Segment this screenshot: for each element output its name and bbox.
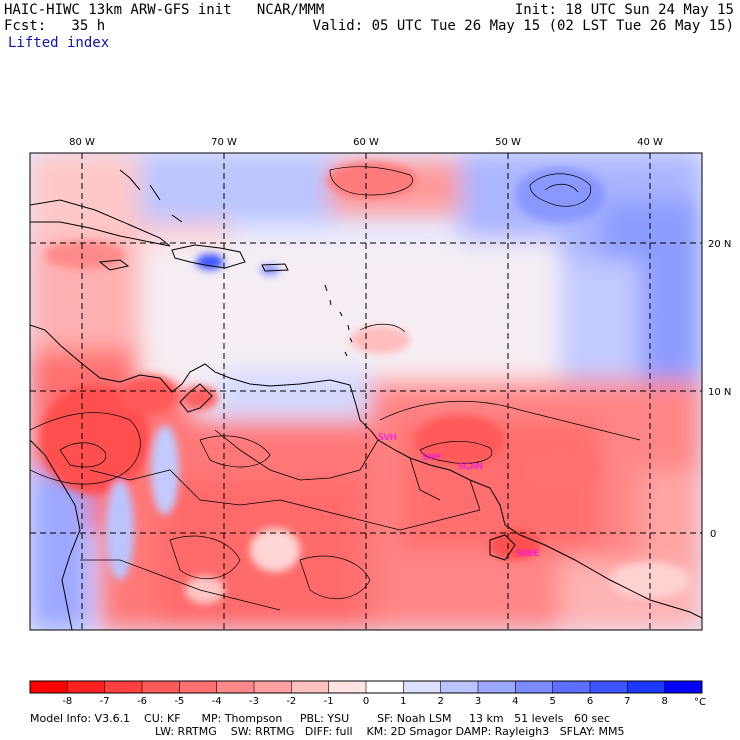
colorbar-swatch [515, 681, 554, 693]
lat-label: 0 [710, 529, 716, 540]
station-label: SMP [422, 453, 441, 463]
colorbar-tick-label: -6 [137, 696, 147, 707]
colorbar-swatch [30, 681, 68, 693]
colorbar-tick-label: -4 [212, 696, 222, 707]
colorbar-swatch [590, 681, 628, 693]
colorbar-swatch [440, 681, 479, 693]
colorbar-tick-label: 2 [437, 696, 443, 707]
lat-label: 20 N [708, 239, 731, 250]
colorbar-tick-label: 1 [400, 696, 406, 707]
colorbar-tick-label: -2 [286, 696, 296, 707]
lon-label: 80 W [69, 137, 95, 148]
colorbar-swatch [291, 681, 330, 693]
colorbar-swatch [104, 681, 143, 693]
colorbar-swatch [478, 681, 516, 693]
field-name: Lifted index [8, 35, 110, 51]
shaded-field [30, 153, 702, 630]
colorbar-tick-label: -8 [62, 696, 72, 707]
colorbar-swatch [552, 681, 591, 693]
colorbar-swatch [179, 681, 218, 693]
colorbar-unit: °C [694, 697, 706, 708]
lon-label: 60 W [353, 137, 379, 148]
colorbar-tick-label: 8 [661, 696, 667, 707]
map-frame [29, 152, 703, 631]
colorbar-tick-label: -1 [324, 696, 334, 707]
station-label: SCAN [458, 462, 483, 472]
lon-label: 40 W [637, 137, 663, 148]
graticule [30, 153, 702, 630]
colorbar-swatch [627, 681, 666, 693]
colorbar-swatch [254, 681, 292, 693]
colorbar-swatch [216, 681, 255, 693]
model-title: HAIC-HIWC 13km ARW-GFS init NCAR/MMM [4, 2, 325, 18]
colorbar-tick-label: 0 [363, 696, 369, 707]
colorbar-tick-label: -7 [100, 696, 110, 707]
colorbar-tick-label: 7 [624, 696, 630, 707]
colorbar-swatch [664, 681, 703, 693]
lat-label: 10 N [708, 387, 731, 398]
init-time: Init: 18 UTC Sun 24 May 15 [514, 2, 734, 18]
colorbar-tick-label: 4 [512, 696, 518, 707]
station-label: SVH [378, 433, 397, 443]
colorbar-tick-label: 3 [475, 696, 481, 707]
model-info-line2: LW: RRTMG SW: RRTMG DIFF: full KM: 2D Sm… [155, 725, 625, 738]
colorbar-tick-label: -3 [249, 696, 259, 707]
forecast-hour: Fcst: 35 h [4, 18, 106, 34]
contours [30, 166, 641, 599]
colorbar-swatch [403, 681, 442, 693]
colorbar: -8 -7 -6 -5 -4 -3 -2 -1 0 1 2 3 4 5 6 7 8 [29, 680, 703, 707]
colorbar-tick-label: -5 [174, 696, 184, 707]
model-info-line1: Model Info: V3.6.1 CU: KF MP: Thompson P… [30, 712, 610, 725]
colorbar-swatch [328, 681, 367, 693]
colorbar-swatch [142, 681, 180, 693]
colorbar-tick-label: 6 [587, 696, 593, 707]
lon-label: 50 W [495, 137, 521, 148]
colorbar-swatch [67, 681, 106, 693]
coastlines [30, 169, 702, 630]
valid-time: Valid: 05 UTC Tue 26 May 15 (02 LST Tue … [312, 18, 734, 34]
station-label: SBBE [516, 549, 540, 559]
colorbar-swatch [366, 681, 404, 693]
lon-label: 70 W [211, 137, 237, 148]
colorbar-tick-label: 5 [549, 696, 555, 707]
